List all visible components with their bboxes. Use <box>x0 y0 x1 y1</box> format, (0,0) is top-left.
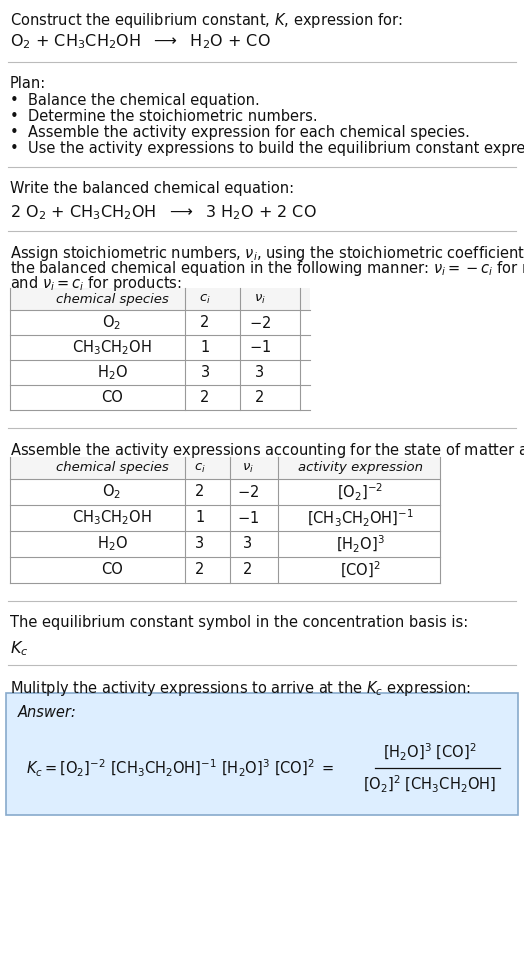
Text: $\nu_i$: $\nu_i$ <box>254 292 266 306</box>
Text: •  Assemble the activity expression for each chemical species.: • Assemble the activity expression for e… <box>10 125 470 140</box>
Bar <box>10 288 310 310</box>
Text: $c_i$: $c_i$ <box>199 292 211 306</box>
Text: $2\ \mathrm{O_2}$ + $\mathrm{CH_3CH_2OH}$  $\longrightarrow$  $3\ \mathrm{H_2O}$: $2\ \mathrm{O_2}$ + $\mathrm{CH_3CH_2OH}… <box>10 203 317 222</box>
Text: $-2$: $-2$ <box>249 314 271 331</box>
Text: Assign stoichiometric numbers, $\nu_i$, using the stoichiometric coefficients, $: Assign stoichiometric numbers, $\nu_i$, … <box>10 244 524 263</box>
Text: $\mathrm{H_2O}$: $\mathrm{H_2O}$ <box>96 363 127 382</box>
Text: $[\mathrm{O_2}]^{2}\ [\mathrm{CH_3CH_2OH}]$: $[\mathrm{O_2}]^{2}\ [\mathrm{CH_3CH_2OH… <box>363 774 497 795</box>
Bar <box>10 457 440 479</box>
Text: $[\mathrm{H_2O}]^{3}\ [\mathrm{CO}]^{2}$: $[\mathrm{H_2O}]^{3}\ [\mathrm{CO}]^{2}$ <box>383 742 477 763</box>
Text: 3: 3 <box>201 365 210 380</box>
Text: Mulitply the activity expressions to arrive at the $K_c$ expression:: Mulitply the activity expressions to arr… <box>10 679 471 698</box>
Text: 3: 3 <box>255 365 265 380</box>
Text: $[\mathrm{H_2O}]^{3}$: $[\mathrm{H_2O}]^{3}$ <box>335 533 385 554</box>
Text: $[\mathrm{O_2}]^{-2}$: $[\mathrm{O_2}]^{-2}$ <box>337 481 383 503</box>
Text: •  Balance the chemical equation.: • Balance the chemical equation. <box>10 93 260 108</box>
Text: $\mathrm{CH_3CH_2OH}$: $\mathrm{CH_3CH_2OH}$ <box>72 338 152 357</box>
Text: 2: 2 <box>255 390 265 405</box>
Text: $\mathrm{O_2}$ + $\mathrm{CH_3CH_2OH}$  $\longrightarrow$  $\mathrm{H_2O}$ + CO: $\mathrm{O_2}$ + $\mathrm{CH_3CH_2OH}$ $… <box>10 32 271 51</box>
FancyBboxPatch shape <box>6 693 518 815</box>
Text: Write the balanced chemical equation:: Write the balanced chemical equation: <box>10 181 294 196</box>
Text: $\mathrm{O_2}$: $\mathrm{O_2}$ <box>103 482 122 502</box>
Text: $\nu_i$: $\nu_i$ <box>242 461 254 475</box>
Text: $c_i$: $c_i$ <box>194 461 206 475</box>
Text: 3: 3 <box>244 536 253 552</box>
Text: Assemble the activity expressions accounting for the state of matter and $\nu_i$: Assemble the activity expressions accoun… <box>10 441 524 460</box>
Text: 2: 2 <box>200 390 210 405</box>
Text: the balanced chemical equation in the following manner: $\nu_i = -c_i$ for react: the balanced chemical equation in the fo… <box>10 259 524 278</box>
Text: Plan:: Plan: <box>10 76 46 91</box>
Text: $\mathrm{CH_3CH_2OH}$: $\mathrm{CH_3CH_2OH}$ <box>72 508 152 528</box>
Text: 2: 2 <box>243 562 253 578</box>
Text: activity expression: activity expression <box>298 461 422 475</box>
Text: $K_c = [\mathrm{O_2}]^{-2}\ [\mathrm{CH_3CH_2OH}]^{-1}\ [\mathrm{H_2O}]^{3}\ [\m: $K_c = [\mathrm{O_2}]^{-2}\ [\mathrm{CH_… <box>26 757 334 778</box>
Text: Construct the equilibrium constant, $K$, expression for:: Construct the equilibrium constant, $K$,… <box>10 11 402 30</box>
Text: $-2$: $-2$ <box>237 484 259 500</box>
Text: $-1$: $-1$ <box>249 339 271 356</box>
Text: $\mathrm{O_2}$: $\mathrm{O_2}$ <box>103 313 122 332</box>
Text: Answer:: Answer: <box>18 705 77 720</box>
Text: CO: CO <box>101 562 123 578</box>
Text: 1: 1 <box>200 340 210 355</box>
Text: 3: 3 <box>195 536 204 552</box>
Text: $[\mathrm{CO}]^{2}$: $[\mathrm{CO}]^{2}$ <box>340 560 380 580</box>
Text: $K_c$: $K_c$ <box>10 639 28 657</box>
Text: The equilibrium constant symbol in the concentration basis is:: The equilibrium constant symbol in the c… <box>10 615 468 630</box>
Text: 2: 2 <box>200 315 210 330</box>
Text: and $\nu_i = c_i$ for products:: and $\nu_i = c_i$ for products: <box>10 274 182 293</box>
Text: •  Use the activity expressions to build the equilibrium constant expression.: • Use the activity expressions to build … <box>10 141 524 156</box>
Text: $[\mathrm{CH_3CH_2OH}]^{-1}$: $[\mathrm{CH_3CH_2OH}]^{-1}$ <box>307 507 413 529</box>
Text: •  Determine the stoichiometric numbers.: • Determine the stoichiometric numbers. <box>10 109 318 124</box>
Text: CO: CO <box>101 390 123 405</box>
Text: chemical species: chemical species <box>56 461 168 475</box>
Text: 2: 2 <box>195 562 205 578</box>
Text: 2: 2 <box>195 484 205 500</box>
Text: $\mathrm{H_2O}$: $\mathrm{H_2O}$ <box>96 534 127 554</box>
Text: $-1$: $-1$ <box>237 510 259 526</box>
Text: chemical species: chemical species <box>56 292 168 306</box>
Text: 1: 1 <box>195 510 205 526</box>
